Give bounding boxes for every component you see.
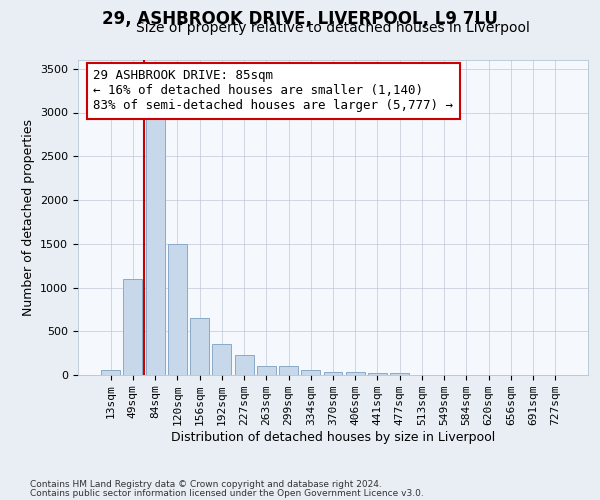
Bar [235, 355, 254, 375]
Bar [101, 370, 120, 375]
Bar [124, 279, 142, 375]
Bar [146, 117, 164, 375]
Title: Size of property relative to detached houses in Liverpool: Size of property relative to detached ho… [136, 21, 530, 35]
Bar [212, 344, 231, 375]
Bar [279, 366, 298, 375]
Bar [323, 372, 343, 375]
Bar [257, 366, 276, 375]
Text: Contains HM Land Registry data © Crown copyright and database right 2024.: Contains HM Land Registry data © Crown c… [30, 480, 382, 489]
Bar [390, 373, 409, 375]
Bar [190, 318, 209, 375]
Bar [168, 244, 187, 375]
Bar [368, 373, 387, 375]
Text: Contains public sector information licensed under the Open Government Licence v3: Contains public sector information licen… [30, 489, 424, 498]
Bar [301, 370, 320, 375]
X-axis label: Distribution of detached houses by size in Liverpool: Distribution of detached houses by size … [171, 431, 495, 444]
Text: 29, ASHBROOK DRIVE, LIVERPOOL, L9 7LU: 29, ASHBROOK DRIVE, LIVERPOOL, L9 7LU [102, 10, 498, 28]
Y-axis label: Number of detached properties: Number of detached properties [22, 119, 35, 316]
Bar [346, 372, 365, 375]
Text: 29 ASHBROOK DRIVE: 85sqm
← 16% of detached houses are smaller (1,140)
83% of sem: 29 ASHBROOK DRIVE: 85sqm ← 16% of detach… [94, 70, 454, 112]
